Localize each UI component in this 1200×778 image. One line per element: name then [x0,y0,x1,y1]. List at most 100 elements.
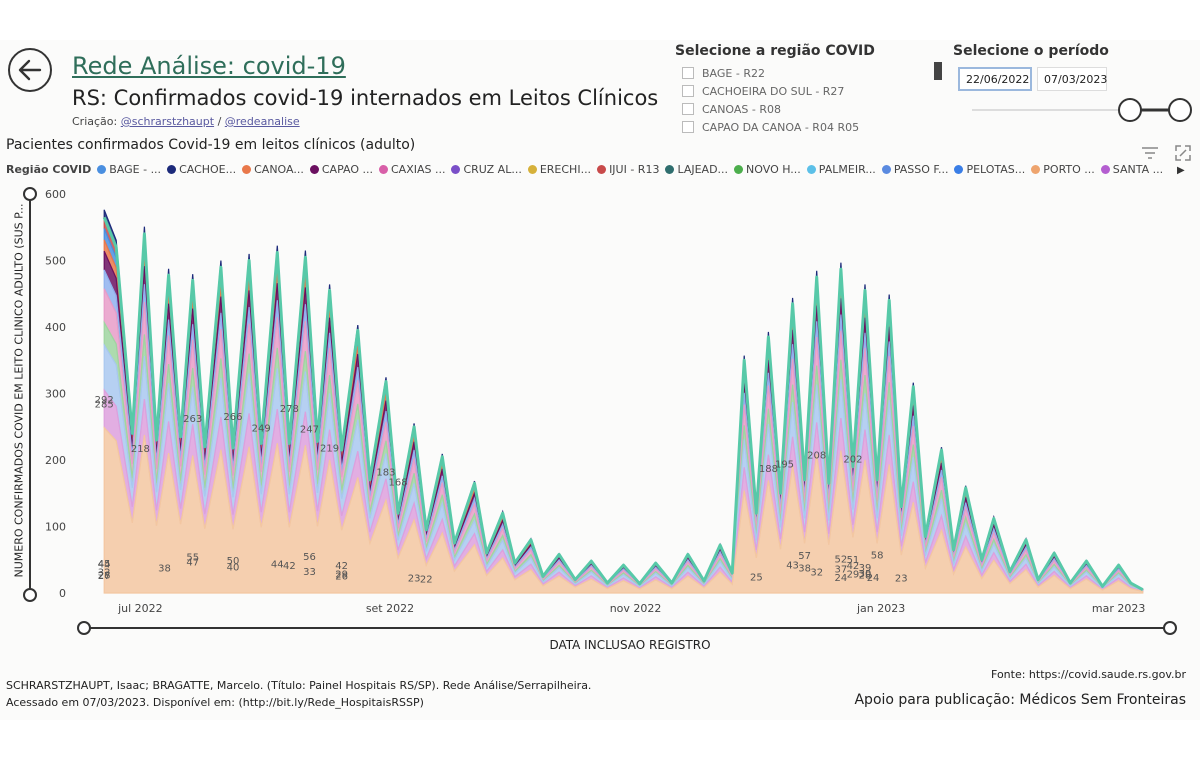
legend-label: PASSO F... [893,163,949,176]
legend-item[interactable]: BAGE - ... [97,163,161,176]
data-label: 27 [98,571,111,582]
legend-next-arrow[interactable]: ▶ [1177,165,1185,176]
legend-label: PELOTAS... [966,163,1026,176]
y-tick-label: 0 [59,587,66,600]
data-label: 50 [227,556,240,567]
region-option-label: CACHOEIRA DO SUL - R27 [702,84,845,98]
legend-label: SANTA ... [1112,163,1164,176]
area-band [103,426,1144,594]
legend-label: BAGE - ... [109,163,162,176]
x-tick-label: jan 2023 [856,602,905,615]
y-tick-label: 600 [45,188,66,201]
data-label: 42 [335,561,348,572]
legend-item[interactable]: ERECHI... [527,163,591,176]
slider-handle-end[interactable] [1168,98,1192,122]
legend-item[interactable]: CAPAO ... [309,163,373,176]
legend-swatch [665,165,675,174]
period-slider[interactable] [968,96,1196,124]
data-label: 51 [847,555,860,566]
region-option[interactable]: CAPAO DA CANOA - R04 R05 [682,118,859,136]
end-date-input[interactable]: 07/03/2023 [1037,67,1107,91]
checkbox[interactable] [682,103,694,115]
data-label: 23 [895,574,908,585]
credits: Criação: @schrarstzhaupt / @redeanalise [72,115,300,128]
legend-swatch [451,165,461,174]
region-list-scrollbar[interactable] [934,62,942,80]
data-label: 37 [834,564,847,575]
legend-item[interactable]: CAXIAS ... [378,163,445,176]
data-label: 22 [420,574,433,585]
legend-item[interactable]: SANTA ... [1100,163,1164,176]
legend-item[interactable]: PALMEIR... [806,163,876,176]
focus-mode-icon[interactable] [1175,145,1191,161]
legend-item[interactable]: CANOA... [242,163,304,176]
legend-label: NOVO H... [746,163,801,176]
data-label: 33 [303,567,316,578]
y-tick-label: 200 [45,454,66,467]
data-label: 32 [810,568,823,579]
back-button[interactable] [8,48,52,92]
source-note: Fonte: https://covid.saude.rs.gov.br [991,668,1186,681]
filter-icon[interactable] [1141,145,1159,161]
data-label: 24 [867,573,880,584]
data-label: 208 [807,451,826,462]
checkbox[interactable] [682,85,694,97]
y-tick-label: 300 [45,388,66,401]
y-range-slider-handle-top [23,187,37,201]
legend-item[interactable]: PORTO ... [1031,163,1095,176]
legend-label: CANOA... [254,163,304,176]
data-label: 29 [335,570,348,581]
credit-link-1[interactable]: @schrarstzhaupt [120,115,215,128]
legend-item[interactable]: CRUZ AL... [451,163,522,176]
citation: SCHRARSTZHAUPT, Isaac; BRAGATTE, Marcelo… [6,677,591,711]
legend-label: CAPAO ... [321,163,373,176]
data-label: 42 [283,561,296,572]
data-label: 219 [320,443,339,454]
legend-item[interactable]: IJUI - R13 [597,163,659,176]
total-series-line [102,216,1144,592]
legend-title: Região COVID [6,163,92,176]
data-label: 38 [158,564,171,575]
legend-item[interactable]: LAJEAD... [665,163,728,176]
legend-item[interactable]: NOVO H... [734,163,801,176]
data-label: 24 [834,573,847,584]
legend-item[interactable]: PASSO F... [881,163,949,176]
data-label: 28 [98,570,111,581]
data-label: 43 [786,560,799,571]
checkbox[interactable] [682,67,694,79]
credit-link-2[interactable]: @redeanalise [224,115,300,128]
legend-swatch [597,165,607,174]
legend-swatch [734,165,744,174]
legend-label: CACHOE... [179,163,237,176]
data-label: 188 [759,464,778,475]
slider-handle-start[interactable] [1118,98,1142,122]
legend-item[interactable]: CACHOE... [167,163,236,176]
legend-label: CRUZ AL... [463,163,522,176]
period-filter-title: Selecione o período [953,43,1109,59]
data-label: 44 [271,560,284,571]
citation-line-2: Acessado em 07/03/2023. Disponível em: (… [6,696,424,709]
legend-item[interactable]: PELOTAS... [954,163,1025,176]
region-option[interactable]: BAGE - R22 [682,64,859,82]
credits-separator: / [214,115,225,128]
data-label: 28 [859,570,872,581]
data-label: 47 [186,558,199,569]
checkbox[interactable] [682,121,694,133]
data-label: 58 [871,550,884,561]
legend-swatch [881,165,891,174]
page-title-link[interactable]: Rede Análise: covid-19 [72,52,346,80]
region-option[interactable]: CACHOEIRA DO SUL - R27 [682,82,859,100]
data-label: 25 [750,572,763,583]
citation-line-1: SCHRARSTZHAUPT, Isaac; BRAGATTE, Marcelo… [6,679,592,692]
data-label: 38 [798,564,811,575]
data-label: 42 [847,561,860,572]
region-option[interactable]: CANOAS - R08 [682,100,859,118]
x-tick-label: nov 2022 [610,602,662,615]
data-label: 40 [227,562,240,573]
start-date-input[interactable]: 22/06/2022 [958,67,1032,91]
region-option-label: CANOAS - R08 [702,102,782,116]
data-label: 55 [186,552,199,563]
legend-swatch [167,165,177,174]
data-label: 266 [223,412,242,423]
data-label: 202 [843,455,862,466]
